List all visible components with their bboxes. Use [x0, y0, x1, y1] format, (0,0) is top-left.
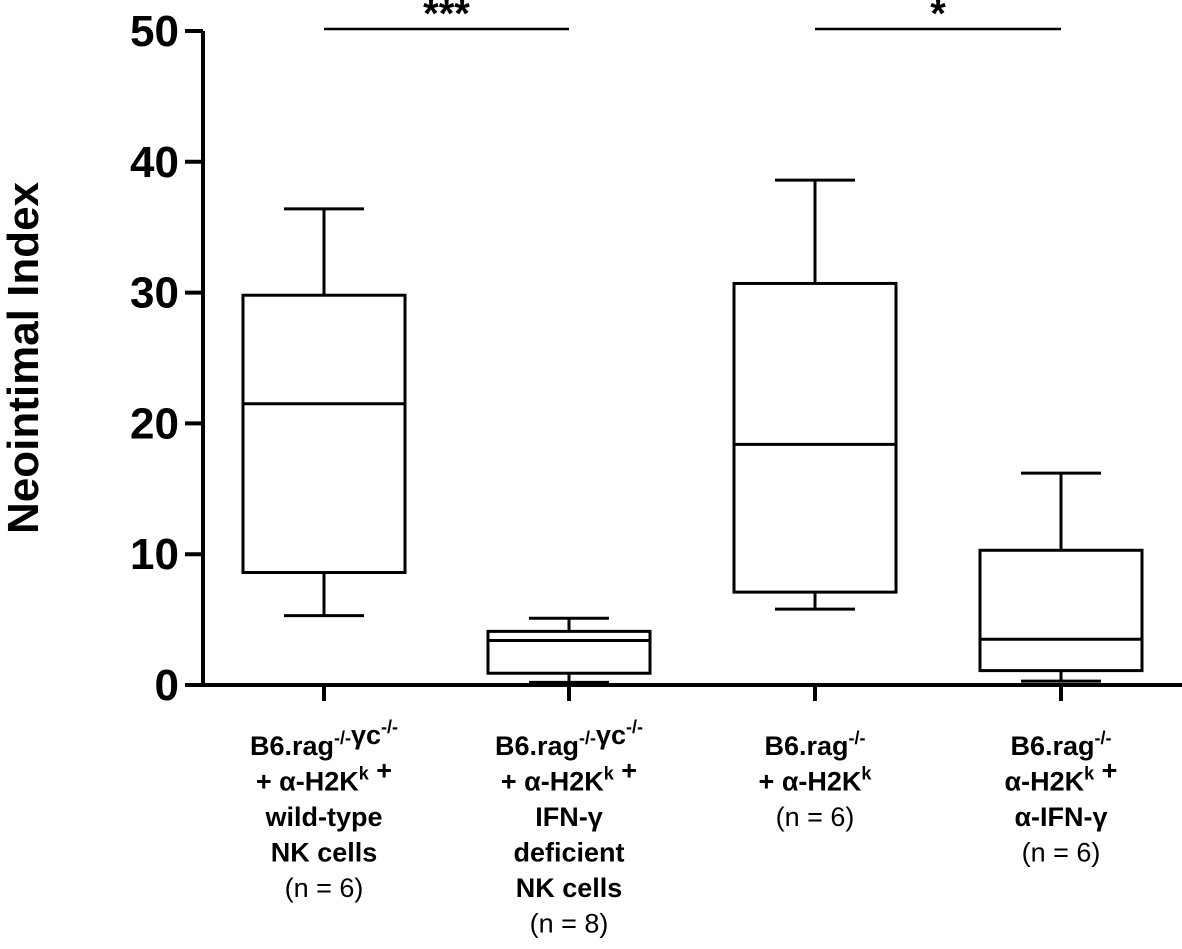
box-3: [732, 178, 898, 611]
iqr-box: [486, 629, 652, 675]
box-2: [486, 616, 652, 684]
category-label-2: B6.rag-/-γc-/-+ α-H2Kk + IFN-γ deficient NK…: [495, 717, 643, 939]
iqr-box: [732, 281, 898, 594]
y-tick-label: 0: [155, 661, 179, 710]
category-label-line: NK cells: [516, 873, 623, 903]
significance-1: ***: [324, 0, 569, 36]
y-tick-label: 40: [130, 138, 179, 187]
box-4: [978, 471, 1144, 683]
significance-2: *: [815, 0, 1061, 36]
category-label-line: (n = 8): [530, 909, 609, 939]
category-label-line: + α-H2Kk +: [501, 756, 637, 797]
box-series: [241, 178, 1144, 684]
category-label-line: B6.rag-/-: [1010, 728, 1111, 761]
category-label-line: (n = 6): [1022, 838, 1101, 868]
y-tick-label: 30: [130, 269, 179, 318]
category-label-4: B6.rag-/-α-H2Kk + α-IFN-γ (n = 6): [1005, 728, 1118, 868]
category-label-line: α-H2Kk +: [1005, 756, 1118, 797]
category-label-line: α-IFN-γ: [1014, 802, 1107, 832]
category-label-line: (n = 6): [776, 802, 855, 832]
axes: 0 10 20 30 40 50: [130, 7, 1182, 710]
box-1: [241, 207, 407, 618]
category-label-line: deficient: [513, 838, 624, 868]
significance-label: ***: [423, 0, 470, 36]
y-tick-label: 20: [130, 399, 179, 448]
category-label-line: IFN-γ: [535, 802, 603, 832]
y-tick-label: 10: [130, 530, 179, 579]
iqr-box: [241, 293, 407, 575]
category-label-line: + α-H2Kk: [759, 764, 873, 797]
category-label-1: B6.rag-/-γc-/-+ α-H2Kk + wild-type NK cell…: [250, 717, 398, 903]
iqr-box: [978, 548, 1144, 673]
category-label-line: B6.rag-/-γc-/-: [250, 717, 398, 761]
significance-label: *: [930, 0, 946, 36]
category-label-line: B6.rag-/-γc-/-: [495, 717, 643, 761]
significance-bars: *** *: [324, 0, 1061, 36]
y-axis-label: Neointimal Index: [0, 181, 48, 534]
category-label-line: B6.rag-/-: [764, 728, 865, 761]
category-label-line: (n = 6): [285, 873, 364, 903]
category-label-line: + α-H2Kk +: [256, 756, 392, 797]
category-label-line: NK cells: [271, 838, 378, 868]
category-label-3: B6.rag-/-+ α-H2Kk (n = 6): [759, 728, 873, 832]
y-tick-label: 50: [130, 7, 179, 56]
category-label-line: wild-type: [264, 802, 382, 832]
